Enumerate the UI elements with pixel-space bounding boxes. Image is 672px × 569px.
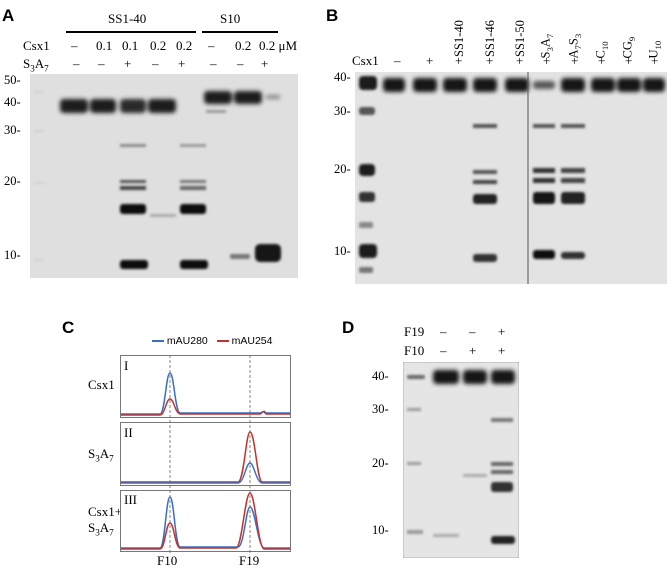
- panel-b-csx1-value: +: [486, 53, 494, 68]
- panel-a-letter: A: [2, 6, 15, 25]
- panel-d-f19-value: –: [469, 324, 476, 339]
- panel-b-lane-label: CG9: [620, 36, 638, 59]
- panel-b-lane-label: A7S3: [566, 33, 584, 59]
- panel-d-marker: 30-: [372, 402, 389, 416]
- legend-mau280: mAU280: [166, 335, 208, 347]
- panel-b-csx1-value: +: [571, 53, 579, 68]
- panel-a-s3a7-value: –: [210, 56, 217, 71]
- panel-b-csx1-value: +: [455, 53, 463, 68]
- x-label-f10: F10: [157, 553, 178, 568]
- panel-b-marker: 30-: [334, 104, 351, 118]
- panel-a-group-s10: S10: [220, 11, 241, 26]
- panel-a-group-ss140: SS1-40: [108, 11, 147, 26]
- panel-a-s3a7-label: S3A7: [23, 56, 49, 74]
- panel-b-letter: B: [326, 6, 339, 25]
- panel-d-f19-label: F19: [404, 324, 425, 339]
- panel-b-csx1-value: +: [543, 53, 551, 68]
- panel-b-lane-label: C10: [593, 41, 611, 59]
- panel-a-csx1-label: Csx1: [23, 38, 50, 53]
- panel-d-f10-label: F10: [404, 343, 425, 358]
- panel-a-csx1-value: –: [208, 38, 215, 53]
- panel-a-marker: 40-: [4, 95, 21, 109]
- panel-b-marker: 10-: [334, 244, 351, 258]
- trace-i-label: Csx1: [88, 377, 115, 392]
- panel-c-chromatograms: [120, 355, 291, 555]
- trace-iii-roman: III: [124, 492, 137, 507]
- trace-iii-label: Csx1+ S3A7: [88, 504, 123, 538]
- panel-b-marker: 20-: [334, 162, 351, 176]
- panel-b-csx1-value: +: [426, 53, 434, 68]
- panel-a-marker: 10-: [4, 248, 21, 262]
- panel-a-s3a7-value: –: [98, 56, 105, 71]
- panel-b-csx1-value: +: [625, 53, 633, 68]
- panel-b-lane-label: S3A7: [538, 33, 556, 59]
- trace-i-roman: I: [124, 358, 129, 373]
- panel-a-s3a7-value: +: [178, 56, 186, 71]
- panel-d-marker: 10-: [372, 523, 389, 537]
- panel-d-gel: [403, 362, 519, 558]
- panel-b-csx1-label: Csx1: [352, 53, 379, 68]
- panel-d-f10-value: –: [440, 343, 447, 358]
- panel-d-marker: 20-: [372, 456, 389, 470]
- panel-a-s3a7-value: –: [152, 56, 159, 71]
- panel-b-lane-label: SS1-50: [513, 20, 527, 57]
- x-label-f19: F19: [239, 553, 260, 568]
- legend-mau254-swatch: [216, 340, 229, 343]
- panel-a-marker: 20-: [4, 174, 21, 188]
- panel-b-csx1-value: +: [516, 53, 524, 68]
- panel-a-group-ss140-bar: [66, 31, 196, 33]
- panel-a-s3a7-value: +: [261, 56, 269, 71]
- panel-a-s3a7-value: +: [124, 56, 132, 71]
- panel-b-lane-label: U10: [646, 40, 664, 59]
- panel-b-csx1-value: +: [651, 53, 659, 68]
- panel-d-f10-value: +: [469, 343, 477, 358]
- panel-a-csx1-value: 0.2: [176, 38, 193, 53]
- panel-a-s3a7-value: –: [73, 56, 80, 71]
- panel-a-marker: 50-: [4, 73, 21, 87]
- panel-d-letter: D: [342, 318, 355, 337]
- panel-b-lane-label: SS1-40: [452, 20, 466, 57]
- panel-a-s3a7-value: –: [237, 56, 244, 71]
- panel-b-marker: 40-: [334, 70, 351, 84]
- panel-a-csx1-value: 0.2 μM: [259, 38, 298, 53]
- panel-c-letter: C: [62, 318, 75, 337]
- panel-b-csx1-value: +: [598, 53, 606, 68]
- legend-mau280-swatch: [152, 340, 164, 343]
- panel-d-f10-value: +: [498, 343, 506, 358]
- trace-ii-label: S3A7: [88, 446, 114, 464]
- panel-a-csx1-value: 0.1: [122, 38, 139, 53]
- panel-a-marker: 30-: [4, 123, 21, 137]
- panel-c-legend: mAU280 mAU254: [152, 335, 272, 347]
- panel-d-marker: 40-: [372, 369, 389, 383]
- panel-a-group-s10-bar: [202, 31, 278, 33]
- panel-a-gel: [30, 74, 298, 278]
- panel-d-f19-value: +: [498, 324, 506, 339]
- panel-a-csx1-value: 0.2: [235, 38, 252, 53]
- panel-a-csx1-value: 0.1: [96, 38, 113, 53]
- panel-b-lane-label: SS1-46: [483, 20, 497, 57]
- legend-mau254: mAU254: [231, 335, 273, 347]
- panel-a-csx1-value: 0.2: [150, 38, 167, 53]
- trace-ii-roman: II: [124, 425, 133, 440]
- panel-b-gel: [355, 72, 667, 284]
- panel-d-f19-value: –: [440, 324, 447, 339]
- panel-a-csx1-value: –: [71, 38, 78, 53]
- panel-b-csx1-value: –: [394, 53, 401, 68]
